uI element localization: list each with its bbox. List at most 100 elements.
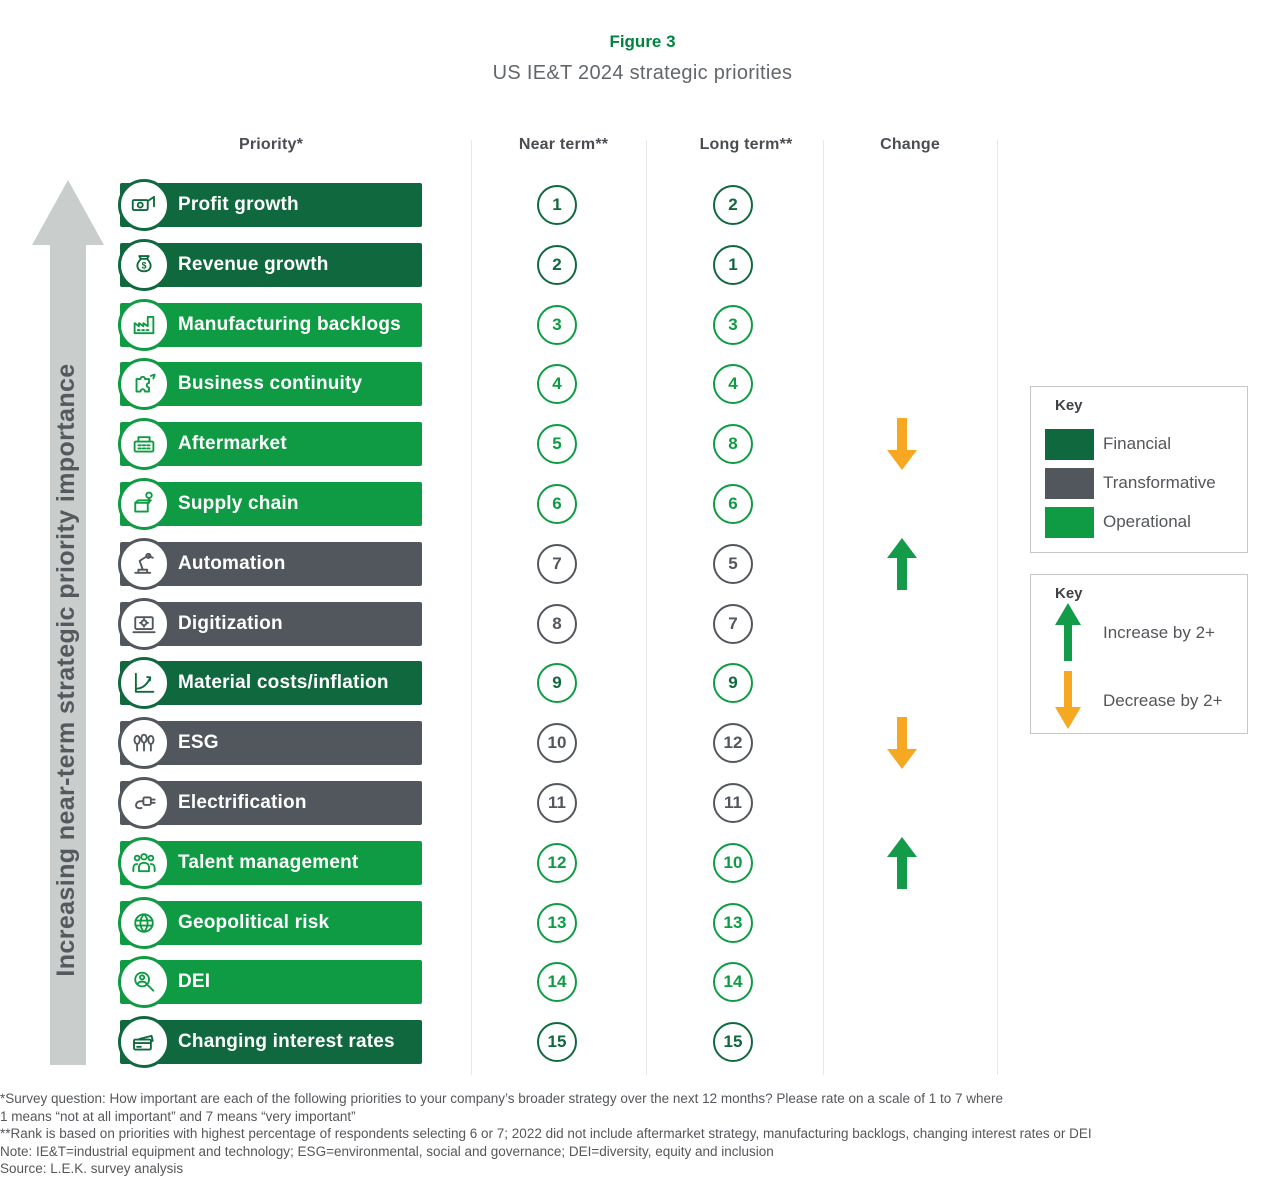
near-term-rank: 12: [537, 842, 577, 883]
factory-icon: [118, 298, 170, 351]
priority-label: Changing interest rates: [178, 1031, 395, 1053]
long-term-rank: 3: [713, 304, 753, 345]
near-term-rank: 13: [537, 902, 577, 943]
near-term-rank: 8: [537, 603, 577, 644]
cash-register-icon: [118, 418, 170, 471]
near-term-rank: 4: [537, 364, 577, 405]
priority-bar: Material costs/inflation: [120, 661, 422, 706]
puzzle-icon: [118, 358, 170, 411]
long-term-rank: 7: [713, 603, 753, 644]
priority-label: Digitization: [178, 612, 283, 634]
importance-axis-label: Increasing near-term strategic priority …: [52, 363, 80, 977]
key-swatch-operational: [1045, 507, 1094, 538]
globe-icon: [118, 896, 170, 949]
priority-label: Profit growth: [178, 194, 299, 215]
near-term-rank: 3: [537, 304, 577, 345]
long-term-rank: 14: [713, 962, 753, 1003]
column-divider: [823, 140, 824, 1075]
change-arrow-down-icon: [887, 418, 917, 475]
key-label: Operational: [1103, 512, 1191, 531]
person-magnifier-icon: [118, 956, 170, 1009]
priority-bar: Automation: [120, 541, 422, 586]
importance-axis-arrow-icon: [32, 180, 104, 1065]
priority-bar: Electrification: [120, 781, 422, 825]
change-arrow-up-icon: [887, 836, 917, 894]
priority-label: Material costs/inflation: [178, 672, 389, 694]
category-key-box: Key Financial Transformative Operational: [1030, 386, 1248, 553]
priority-bar: ESG: [120, 721, 422, 766]
long-term-rank: 13: [713, 902, 753, 943]
priority-bar: Geopolitical risk: [120, 900, 422, 945]
priority-label: Electrification: [178, 792, 307, 813]
key-label: Transformative: [1103, 473, 1216, 492]
key-arrow-up-icon: [1055, 603, 1081, 666]
near-term-rank: 10: [537, 723, 577, 764]
priority-bar: Business continuity: [120, 362, 422, 407]
priority-label: Manufacturing backlogs: [178, 313, 401, 335]
priority-label: Geopolitical risk: [178, 911, 330, 933]
long-term-rank: 6: [713, 484, 753, 524]
column-header-priority: Priority*: [238, 136, 304, 153]
change-arrow-down-icon: [887, 717, 917, 774]
money-bag-icon: $: [118, 238, 170, 291]
change-key-title: Key: [1055, 585, 1083, 602]
priority-label: Business continuity: [178, 373, 363, 395]
long-term-rank: 10: [713, 842, 753, 883]
column-header-change: Change: [880, 136, 940, 153]
long-term-rank: 11: [713, 783, 753, 823]
priority-bar: Manufacturing backlogs: [120, 302, 422, 347]
column-header-near-term: Near term**: [518, 136, 609, 153]
long-term-rank: 9: [713, 663, 753, 704]
key-label: Decrease by 2+: [1103, 691, 1223, 710]
plug-icon: [118, 777, 170, 829]
credit-cards-icon: [118, 1016, 170, 1069]
priority-bar: Revenue growth: [120, 242, 422, 287]
near-term-rank: 5: [537, 424, 577, 465]
near-term-rank: 14: [537, 962, 577, 1003]
footnote-line: Note: IE&T=industrial equipment and tech…: [0, 1143, 774, 1159]
priority-label: ESG: [178, 732, 219, 754]
figure-label: Figure 3: [609, 32, 676, 51]
near-term-rank: 11: [537, 783, 577, 823]
long-term-rank: 15: [713, 1022, 753, 1063]
change-arrow-up-icon: [887, 537, 917, 595]
priority-bar: Supply chain: [120, 482, 422, 526]
people-icon: [118, 836, 170, 889]
change-key-box: Key Increase by 2+ Decrease by 2+: [1030, 574, 1248, 734]
near-term-rank: 6: [537, 484, 577, 524]
near-term-rank: 2: [537, 244, 577, 285]
priority-bar: Aftermarket: [120, 422, 422, 467]
priority-label: Aftermarket: [178, 433, 287, 455]
footnote-line: Source: L.E.K. survey analysis: [0, 1161, 184, 1176]
footnote-line: *Survey question: How important are each…: [0, 1091, 1004, 1106]
package-location-icon: [118, 478, 170, 530]
trees-icon: [118, 717, 170, 770]
growth-curve-icon: [118, 657, 170, 710]
svg-text:$: $: [142, 260, 147, 270]
priority-bar: Digitization: [120, 601, 422, 646]
long-term-rank: 1: [713, 244, 753, 285]
key-swatch-financial: [1045, 429, 1094, 460]
column-divider: [471, 140, 472, 1075]
footnote-line: **Rank is based on priorities with highe…: [0, 1126, 1092, 1141]
key-label: Increase by 2+: [1103, 623, 1215, 642]
category-key-title: Key: [1055, 397, 1083, 414]
near-term-rank: 1: [537, 185, 577, 225]
key-label: Financial: [1103, 434, 1172, 453]
footnotes: *Survey question: How important are each…: [0, 1090, 1285, 1178]
robot-arm-icon: [118, 537, 170, 590]
footnote-line: 1 means “not at all important” and 7 mea…: [0, 1108, 356, 1124]
priority-bar: Profit growth: [120, 183, 422, 227]
near-term-rank: 9: [537, 663, 577, 704]
priority-label: Supply chain: [178, 493, 299, 514]
priority-bar: DEI: [120, 960, 422, 1005]
priority-label: Revenue growth: [178, 253, 329, 275]
priority-label: DEI: [178, 971, 211, 993]
long-term-rank: 2: [713, 185, 753, 225]
priority-label: Talent management: [178, 851, 359, 873]
figure-title: US IE&T 2024 strategic priorities: [492, 62, 793, 84]
digital-gear-icon: [118, 597, 170, 650]
long-term-rank: 4: [713, 364, 753, 405]
column-header-long-term: Long term**: [699, 136, 793, 153]
